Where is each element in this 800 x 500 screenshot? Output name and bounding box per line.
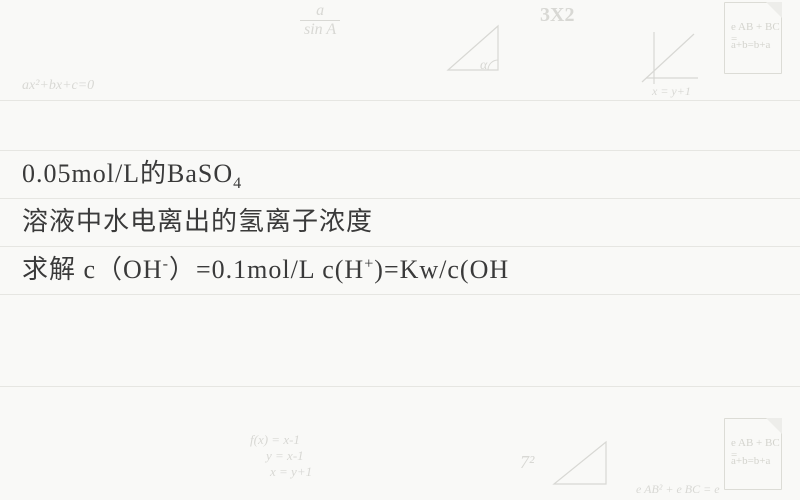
bg-formula-3x2: 3X2	[540, 4, 574, 27]
question-line-1: 0.05mol/L的BaSO4	[22, 150, 760, 198]
bg-frac-bottom: sin A	[300, 21, 340, 39]
text-run: ）=0.1mol/L c(H	[169, 255, 364, 284]
rule-line	[0, 100, 800, 101]
bg-formula-fx: f(x) = x-1 y = x-1 x = y+1	[250, 432, 312, 480]
text-run: 0.05mol/L的BaSO	[22, 159, 233, 188]
bg-fx-line: y = x-1	[266, 448, 312, 464]
question-text: 0.05mol/L的BaSO4 溶液中水电离出的氢离子浓度 求解 c（OH-）=…	[22, 150, 760, 294]
text-run: )=Kw/c(OH	[374, 255, 509, 284]
text-run: 求解 c（OH	[22, 255, 163, 284]
bg-folded-text: a+b=b+a	[731, 455, 770, 467]
bg-axes-label: x = y+1	[652, 84, 691, 99]
bg-formula-pythag: e AB² + e BC = e	[636, 482, 720, 497]
bg-triangle-bottom	[548, 438, 612, 488]
bg-fx-line: f(x) = x-1	[250, 432, 312, 448]
question-line-2: 溶液中水电离出的氢离子浓度	[22, 198, 760, 246]
superscript: +	[364, 255, 374, 272]
rule-line	[0, 294, 800, 295]
bg-formula-7sq: 7²	[520, 452, 534, 473]
bg-folded-text: a+b=b+a	[731, 39, 770, 51]
question-line-3: 求解 c（OH-）=0.1mol/L c(H+)=Kw/c(OH	[22, 246, 760, 294]
bg-formula-quadratic: ax²+bx+c=0	[22, 78, 94, 94]
bg-frac-top: a	[300, 2, 340, 21]
bg-triangle-top	[432, 24, 500, 74]
bg-axes-top	[636, 24, 706, 95]
bg-fx-line: x = y+1	[270, 464, 312, 480]
rule-line	[0, 386, 800, 387]
bg-folded-top-right: e AB + BC = a+b=b+a	[724, 2, 782, 74]
subscript: 4	[233, 175, 242, 192]
bg-folded-bottom-right: e AB + BC = a+b=b+a	[724, 418, 782, 490]
bg-formula-sina: a sin A	[300, 2, 340, 39]
bg-alpha: α	[480, 58, 487, 74]
